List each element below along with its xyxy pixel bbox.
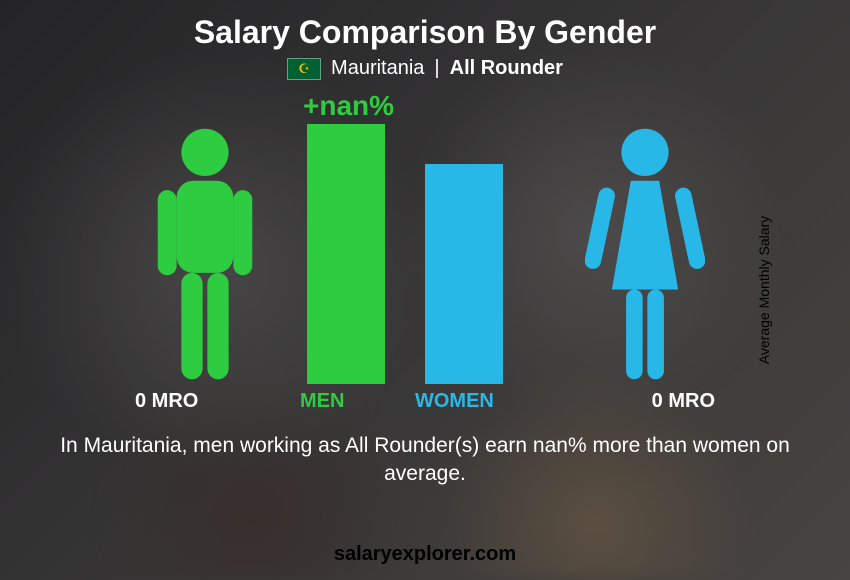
- footer-site: salaryexplorer.com: [0, 543, 850, 566]
- male-value-label: 0 MRO: [135, 390, 198, 413]
- axis-labels: 0 MRO MEN WOMEN 0 MRO: [145, 390, 705, 420]
- chart-area: +nan% 0 MRO MEN WOMEN 0 MRO: [145, 90, 705, 420]
- job-label: All Rounder: [450, 57, 563, 80]
- female-icon: [585, 124, 705, 384]
- men-label: MEN: [300, 390, 344, 413]
- page-title: Salary Comparison By Gender: [194, 14, 656, 51]
- flag-symbol: ☪: [298, 62, 310, 75]
- women-label: WOMEN: [415, 390, 494, 413]
- male-icon: [145, 124, 265, 384]
- difference-label: +nan%: [303, 90, 394, 122]
- flag-icon: ☪: [287, 58, 321, 80]
- female-bar: [425, 164, 503, 384]
- description-text: In Mauritania, men working as All Rounde…: [45, 432, 805, 489]
- country-label: Mauritania: [331, 57, 424, 80]
- separator: |: [434, 57, 439, 80]
- content-wrapper: Salary Comparison By Gender ☪ Mauritania…: [0, 0, 850, 580]
- female-value-label: 0 MRO: [652, 390, 715, 413]
- subtitle-row: ☪ Mauritania | All Rounder: [287, 57, 563, 80]
- male-bar: [307, 124, 385, 384]
